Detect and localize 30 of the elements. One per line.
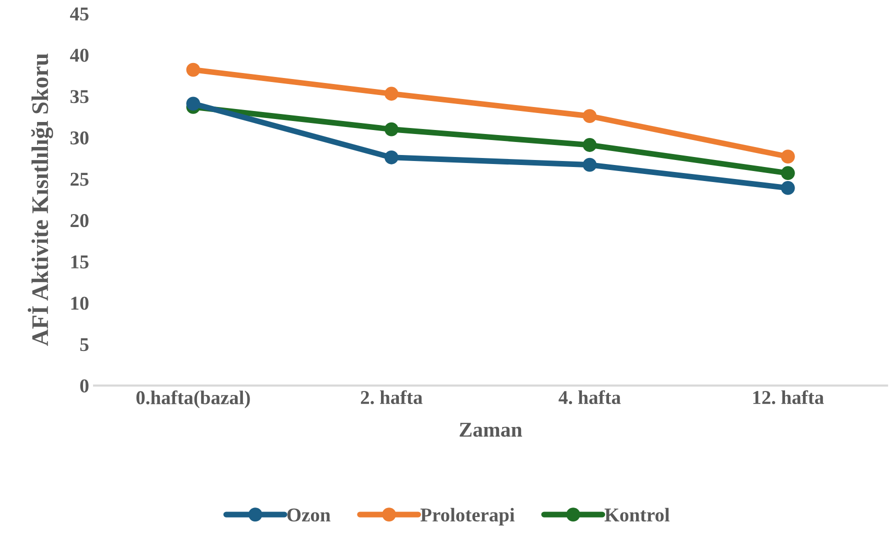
- x-tick-label: 12. hafta: [753, 390, 824, 404]
- legend-label: Ozon: [287, 508, 330, 522]
- y-tick-label: 45: [70, 8, 89, 21]
- point: [780, 166, 795, 180]
- x-axis-title: Zaman: [460, 422, 522, 437]
- x-tick-label: 4. hafta: [558, 390, 621, 404]
- point: [582, 109, 597, 124]
- point: [582, 158, 597, 172]
- y-tick-label: 35: [70, 90, 89, 104]
- legend-label: Proloterapi: [420, 508, 515, 526]
- y-tick-label: 30: [70, 131, 88, 144]
- point: [186, 96, 200, 111]
- point: [186, 62, 200, 77]
- y-axis-title: AFİ Aktivite Kısıtlılığı Skoru: [28, 54, 54, 346]
- point: [384, 122, 398, 136]
- y-tick-label: 10: [71, 296, 88, 310]
- x-tick-label: 0.hafta(bazal): [136, 390, 250, 408]
- y-tick-label: 20: [70, 214, 88, 228]
- y-tick-label: 0: [80, 379, 88, 392]
- y-tick-label: 5: [80, 338, 89, 352]
- point: [780, 150, 795, 164]
- point: [582, 138, 597, 152]
- y-tick-label: 25: [70, 172, 89, 186]
- legend-label: Kontrol: [604, 508, 670, 522]
- y-tick-label: 15: [71, 255, 89, 268]
- point: [780, 181, 795, 195]
- y-tick-label: 40: [70, 48, 88, 62]
- point: [384, 150, 398, 164]
- x-tick-label: 2. hafta: [360, 390, 422, 404]
- point: [384, 86, 398, 101]
